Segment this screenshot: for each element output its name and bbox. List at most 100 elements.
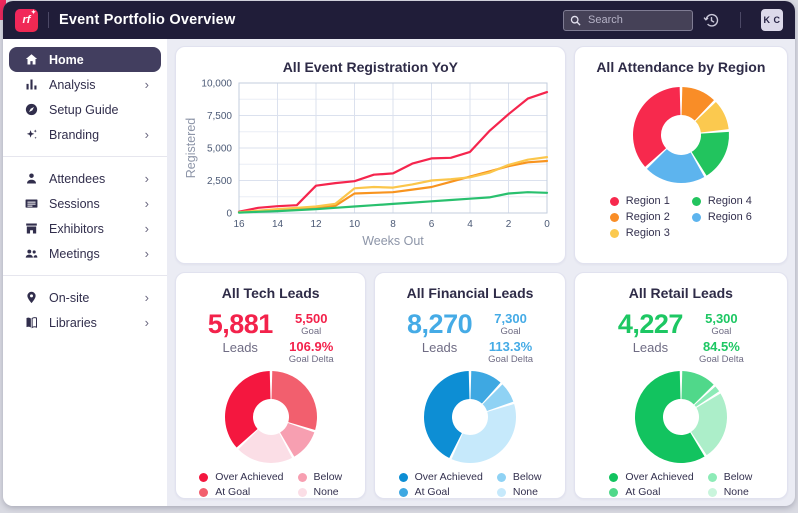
legend-label: None bbox=[512, 486, 538, 498]
tech-leads-value: 5,881 bbox=[207, 309, 274, 339]
legend-item: Over Achieved bbox=[398, 471, 483, 483]
legend-dot-icon bbox=[609, 228, 619, 238]
legend-dot-icon bbox=[609, 212, 619, 222]
financial-leads-legend: Over Achieved At Goal Below None bbox=[398, 471, 541, 498]
svg-text:12: 12 bbox=[311, 219, 323, 230]
chevron-right-icon: › bbox=[144, 196, 149, 211]
history-icon[interactable] bbox=[703, 12, 720, 29]
legend-dot-icon bbox=[199, 472, 209, 482]
sidebar-item-exhibitors[interactable]: Exhibitors › bbox=[9, 216, 161, 241]
sidebar-item-sessions[interactable]: Sessions › bbox=[9, 191, 161, 216]
legend-item: At Goal bbox=[199, 486, 283, 498]
sidebar: Home Analysis › Setup Guide Branding › Attende… bbox=[3, 39, 167, 506]
avatar[interactable]: K C bbox=[761, 9, 783, 31]
app-logo[interactable]: rf ✦ bbox=[15, 8, 38, 32]
legend-dot-icon bbox=[398, 472, 408, 482]
financial-leads-title: All Financial Leads bbox=[406, 285, 534, 301]
financial-leads-value-label: Leads bbox=[421, 340, 458, 355]
retail-leads-card: All Retail Leads 4,227 Leads 5,300 Goal … bbox=[573, 272, 788, 499]
legend-label: Region 2 bbox=[625, 211, 670, 223]
legend-dot-icon bbox=[707, 472, 717, 482]
sidebar-item-on-site[interactable]: On-site › bbox=[9, 285, 161, 310]
financial-leads-delta-label: Goal Delta bbox=[488, 354, 533, 365]
legend-item: Region 1 bbox=[609, 195, 670, 207]
retail-leads-value: 4,227 bbox=[617, 309, 684, 339]
sidebar-item-setup-guide[interactable]: Setup Guide bbox=[9, 97, 161, 122]
financial-leads-stats: 8,270 Leads 7,300 Goal 113.3% Goal Delta bbox=[407, 309, 533, 367]
legend-item: Region 6 bbox=[691, 211, 752, 223]
legend-item: At Goal bbox=[609, 486, 693, 498]
legend-label: At Goal bbox=[625, 486, 661, 498]
sidebar-item-libraries[interactable]: Libraries › bbox=[9, 310, 161, 335]
retail-leads-stats: 4,227 Leads 5,300 Goal 84.5% Goal Delta bbox=[618, 309, 744, 367]
svg-text:0: 0 bbox=[227, 209, 233, 220]
retail-leads-goal-label: Goal bbox=[711, 326, 732, 337]
search-icon bbox=[570, 15, 581, 26]
topbar-divider bbox=[48, 12, 49, 28]
sidebar-item-label: Sessions bbox=[49, 196, 100, 211]
legend-item: At Goal bbox=[398, 486, 483, 498]
sidebar-item-label: Home bbox=[49, 52, 84, 67]
sidebar-item-branding[interactable]: Branding › bbox=[9, 122, 161, 147]
sidebar-item-meetings[interactable]: Meetings › bbox=[9, 241, 161, 266]
sidebar-item-label: Libraries bbox=[49, 315, 97, 330]
sidebar-item-label: Branding bbox=[49, 127, 100, 142]
financial-leads-goal: 7,300 bbox=[494, 311, 527, 326]
legend-label: Over Achieved bbox=[414, 471, 483, 483]
logo-text: rf bbox=[22, 14, 31, 26]
legend-item: None bbox=[297, 486, 343, 498]
sidebar-divider bbox=[3, 275, 167, 276]
svg-text:0: 0 bbox=[545, 219, 551, 230]
financial-leads-donut-chart[interactable] bbox=[418, 369, 522, 465]
svg-text:Registered: Registered bbox=[184, 118, 198, 178]
legend-label: Region 4 bbox=[707, 195, 752, 207]
sessions-icon bbox=[24, 196, 39, 211]
legend-dot-icon bbox=[707, 487, 717, 497]
chevron-right-icon: › bbox=[144, 221, 149, 236]
legend-label: Over Achieved bbox=[215, 471, 284, 483]
sidebar-item-attendees[interactable]: Attendees › bbox=[9, 166, 161, 191]
chevron-right-icon: › bbox=[144, 315, 149, 330]
sidebar-item-home[interactable]: Home bbox=[9, 47, 161, 72]
search-input[interactable] bbox=[563, 9, 693, 31]
topbar-divider-2 bbox=[740, 12, 741, 28]
retail-leads-title: All Retail Leads bbox=[628, 285, 733, 301]
legend-dot-icon bbox=[297, 472, 307, 482]
svg-text:2,500: 2,500 bbox=[207, 176, 232, 187]
svg-text:10,000: 10,000 bbox=[202, 79, 233, 90]
tech-leads-delta: 106.9% bbox=[289, 339, 334, 354]
tech-leads-donut-chart[interactable] bbox=[219, 369, 323, 465]
legend-label: Below bbox=[313, 471, 343, 483]
tech-leads-delta-label: Goal Delta bbox=[288, 354, 334, 365]
legend-item: Below bbox=[707, 471, 752, 483]
svg-text:16: 16 bbox=[234, 219, 246, 230]
region-legend: Region 1 Region 2 Region 3 Region 4 Region 6 bbox=[609, 195, 752, 239]
legend-item: Region 3 bbox=[609, 227, 670, 239]
chevron-right-icon: › bbox=[144, 171, 149, 186]
svg-text:4: 4 bbox=[468, 219, 474, 230]
sidebar-item-analysis[interactable]: Analysis › bbox=[9, 72, 161, 97]
legend-dot-icon bbox=[691, 212, 701, 222]
financial-leads-card: All Financial Leads 8,270 Leads 7,300 Go… bbox=[374, 272, 566, 499]
tech-leads-title: All Tech Leads bbox=[221, 285, 320, 301]
retail-leads-delta: 84.5% bbox=[702, 339, 740, 354]
legend-dot-icon bbox=[609, 487, 619, 497]
retail-leads-donut-chart[interactable] bbox=[629, 369, 733, 465]
financial-leads-value: 8,270 bbox=[407, 309, 473, 339]
legend-item: Below bbox=[297, 471, 343, 483]
legend-item: Over Achieved bbox=[199, 471, 284, 483]
financial-leads-goal-label: Goal bbox=[500, 326, 521, 337]
sidebar-item-label: Exhibitors bbox=[49, 221, 104, 236]
svg-text:6: 6 bbox=[429, 219, 435, 230]
sidebar-item-label: Analysis bbox=[49, 77, 96, 92]
map-pin-icon bbox=[24, 290, 39, 305]
retail-leads-goal: 5,300 bbox=[705, 311, 738, 326]
svg-text:Weeks Out: Weeks Out bbox=[363, 234, 425, 248]
region-donut-chart[interactable] bbox=[621, 81, 741, 189]
registration-line-chart[interactable]: 0 2,500 5,000 7,500 10,000 16 14 12 10 8 6 4 2 0 Regis… bbox=[181, 75, 559, 253]
legend-item: Region 4 bbox=[691, 195, 752, 207]
chevron-right-icon: › bbox=[144, 246, 149, 261]
bar-chart-icon bbox=[24, 77, 39, 92]
legend-dot-icon bbox=[691, 196, 701, 206]
storefront-icon bbox=[24, 221, 39, 236]
